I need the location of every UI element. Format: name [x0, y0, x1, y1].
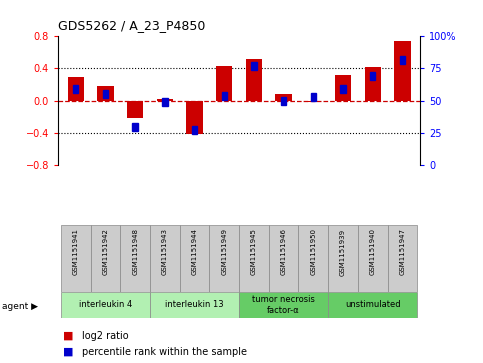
Text: agent ▶: agent ▶ — [2, 302, 39, 311]
Text: percentile rank within the sample: percentile rank within the sample — [82, 347, 247, 357]
Text: GSM1151939: GSM1151939 — [340, 228, 346, 276]
Text: interleukin 4: interleukin 4 — [79, 301, 132, 309]
Bar — [97, 86, 114, 101]
Bar — [132, 123, 138, 131]
Text: log2 ratio: log2 ratio — [82, 331, 129, 341]
Bar — [394, 41, 411, 101]
Text: ■: ■ — [63, 347, 73, 357]
Bar — [210, 225, 239, 292]
Text: GDS5262 / A_23_P4850: GDS5262 / A_23_P4850 — [58, 19, 205, 32]
Bar — [103, 90, 108, 98]
Text: GSM1151948: GSM1151948 — [132, 228, 138, 276]
Bar — [239, 292, 328, 318]
Bar — [281, 97, 286, 105]
Bar — [246, 59, 262, 101]
Bar — [192, 126, 197, 134]
Text: interleukin 13: interleukin 13 — [165, 301, 224, 309]
Bar — [298, 225, 328, 292]
Bar — [387, 225, 417, 292]
Text: GSM1151943: GSM1151943 — [162, 228, 168, 276]
Text: GSM1151946: GSM1151946 — [281, 228, 286, 276]
Text: GSM1151949: GSM1151949 — [221, 228, 227, 276]
Bar — [91, 225, 120, 292]
Bar — [400, 56, 405, 64]
Bar — [186, 101, 203, 134]
Bar — [239, 225, 269, 292]
Bar — [328, 225, 358, 292]
Bar — [269, 225, 298, 292]
Bar — [305, 101, 322, 102]
Bar — [150, 225, 180, 292]
Text: unstimulated: unstimulated — [345, 301, 400, 309]
Bar — [216, 66, 232, 101]
Bar — [156, 99, 173, 101]
Bar — [370, 72, 375, 80]
Bar — [127, 101, 143, 118]
Bar — [73, 85, 78, 93]
Text: GSM1151944: GSM1151944 — [192, 228, 198, 275]
Bar — [358, 225, 387, 292]
Bar — [328, 292, 417, 318]
Text: ■: ■ — [63, 331, 73, 341]
Bar — [61, 225, 91, 292]
Text: GSM1151940: GSM1151940 — [369, 228, 376, 276]
Bar — [311, 93, 316, 101]
Bar — [68, 77, 84, 101]
Bar — [222, 91, 227, 100]
Bar — [150, 292, 239, 318]
Text: tumor necrosis
factor-α: tumor necrosis factor-α — [252, 295, 315, 315]
Text: GSM1151945: GSM1151945 — [251, 228, 257, 275]
Bar — [275, 94, 292, 101]
Text: GSM1151942: GSM1151942 — [102, 228, 109, 275]
Bar — [365, 67, 381, 101]
Bar — [251, 62, 256, 70]
Bar — [335, 75, 351, 101]
Bar — [120, 225, 150, 292]
Text: GSM1151950: GSM1151950 — [310, 228, 316, 276]
Text: GSM1151947: GSM1151947 — [399, 228, 405, 276]
Bar — [61, 292, 150, 318]
Bar — [341, 85, 346, 93]
Text: GSM1151941: GSM1151941 — [73, 228, 79, 276]
Bar — [162, 98, 168, 106]
Bar — [180, 225, 210, 292]
